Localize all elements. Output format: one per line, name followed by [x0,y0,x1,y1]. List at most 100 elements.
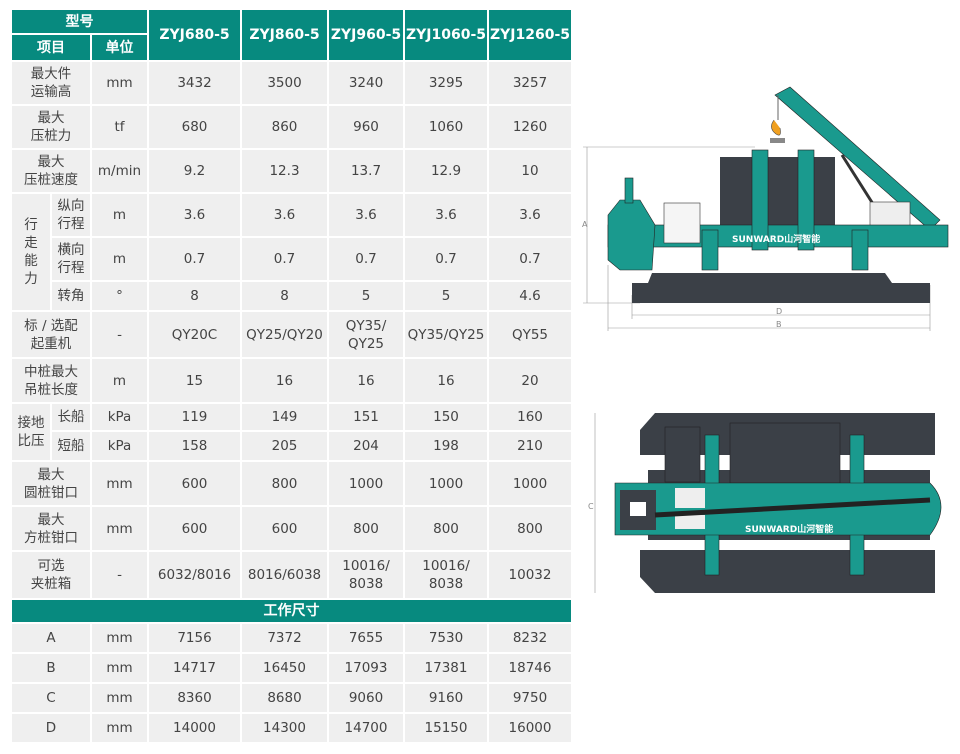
value-cell: 1000 [403,460,489,507]
row-label: 横向 行程 [50,236,92,282]
value-cell: 3500 [240,60,329,106]
value-cell: 7530 [403,622,489,654]
unit-cell: m [90,236,149,282]
value-cell: 16 [327,357,405,404]
row-label: 中桩最大 吊桩长度 [10,357,92,404]
value-cell: 9750 [487,682,573,714]
row-label: 最大 圆桩钳口 [10,460,92,507]
table-row: 最大 方桩钳口 mm 600 600 800 800 800 [10,505,573,552]
model-header: ZYJ1260-5 [487,8,573,62]
value-cell: 800 [403,505,489,552]
value-cell: 3.6 [240,192,329,238]
value-cell: 160 [487,402,573,432]
model-header: ZYJ860-5 [240,8,329,62]
value-cell: 600 [147,505,242,552]
value-cell: 18746 [487,652,573,684]
model-header: ZYJ1060-5 [403,8,489,62]
value-cell: 9160 [403,682,489,714]
press-cylinder [751,149,769,251]
value-cell: 960 [327,104,405,150]
value-cell: 7156 [147,622,242,654]
value-cell: 3.6 [147,192,242,238]
value-cell: 12.3 [240,148,329,194]
value-cell: 1000 [487,460,573,507]
value-cell: 860 [240,104,329,150]
value-cell: 10016/ 8038 [327,550,405,600]
long-crawler [640,550,935,593]
value-cell: 8 [147,280,242,312]
value-cell: 17093 [327,652,405,684]
value-cell: 3240 [327,60,405,106]
value-cell: 4.6 [487,280,573,312]
table-row: 横向 行程 m 0.7 0.7 0.7 0.7 0.7 [11,236,573,282]
unit-label: 单位 [90,33,149,62]
value-cell: 3295 [403,60,489,106]
value-cell: 0.7 [147,236,242,282]
dim-label: B [10,652,92,684]
value-cell: 3.6 [487,192,573,238]
row-label: 最大 压桩速度 [10,148,92,194]
dim-b-label: B [776,320,782,329]
value-cell: 3.6 [327,192,405,238]
unit-cell: mm [90,712,149,744]
unit-cell: tf [90,104,149,150]
value-cell: 150 [403,402,489,432]
unit-cell: m [90,357,149,404]
value-cell: 8680 [240,682,329,714]
value-cell: 16 [240,357,329,404]
value-cell: 8016/6038 [240,550,329,600]
unit-cell: m [90,192,149,238]
value-cell: 3432 [147,60,242,106]
dim-label: A [10,622,92,654]
row-label: 最大 方桩钳口 [10,505,92,552]
sunward-logo: SUNWARD山河智能 [732,233,820,245]
unit-cell: ° [90,280,149,312]
value-cell: 6032/8016 [147,550,242,600]
value-cell: 0.7 [403,236,489,282]
table-row: 最大 压桩速度 m/min 9.2 12.3 13.7 12.9 10 [10,148,573,194]
value-cell: 0.7 [240,236,329,282]
dim-a-label: A [582,220,588,229]
unit-cell: mm [90,622,149,654]
value-cell: 15150 [403,712,489,744]
value-cell: 12.9 [403,148,489,194]
value-cell: QY20C [147,310,242,359]
unit-cell: kPa [90,402,149,432]
sunward-logo: SUNWARD山河智能 [745,523,833,535]
table-row: 最大 压桩力 tf 680 860 960 1060 1260 [10,104,573,150]
table-row: 接地 比压 长船 kPa 119 149 151 150 160 [10,402,573,462]
dim-d-label: D [776,307,782,316]
section-title: 工作尺寸 [10,598,573,624]
front-counterweight [607,199,656,271]
group-label: 行 走 能 力 [10,192,52,312]
value-cell: 8 [240,280,329,312]
value-cell: 0.7 [327,236,405,282]
value-cell: 1260 [487,104,573,150]
value-cell: 16000 [487,712,573,744]
table-row: 行 走 能 力纵向 行程 m 3.6 3.6 3.6 3.6 3.6 [10,192,573,312]
hook [771,119,781,136]
unit-cell: mm [90,682,149,714]
table-row: 标 / 选配 起重机 - QY20C QY25/QY20 QY35/ QY25 QY35/… [10,310,573,359]
unit-cell: - [90,310,149,359]
value-cell: 680 [147,104,242,150]
row-label: 标 / 选配 起重机 [10,310,92,359]
value-cell: 0.7 [487,236,573,282]
value-cell: 9060 [327,682,405,714]
operator-cab [663,202,701,244]
press-cylinder [797,149,815,251]
value-cell: 600 [240,505,329,552]
value-cell: 205 [240,430,329,462]
unit-cell: mm [90,60,149,106]
spec-table: 型号 ZYJ680-5 ZYJ860-5 ZYJ960-5 ZYJ1060-5 … [10,8,573,744]
dim-c-label: C [588,502,594,511]
side-view-drawing: A D B SUNWARD山河智能 [582,86,949,331]
value-cell: 210 [487,430,573,462]
unit-cell: - [90,550,149,600]
dim-label: D [10,712,92,744]
value-cell: 20 [487,357,573,404]
crane-boom [774,86,941,231]
